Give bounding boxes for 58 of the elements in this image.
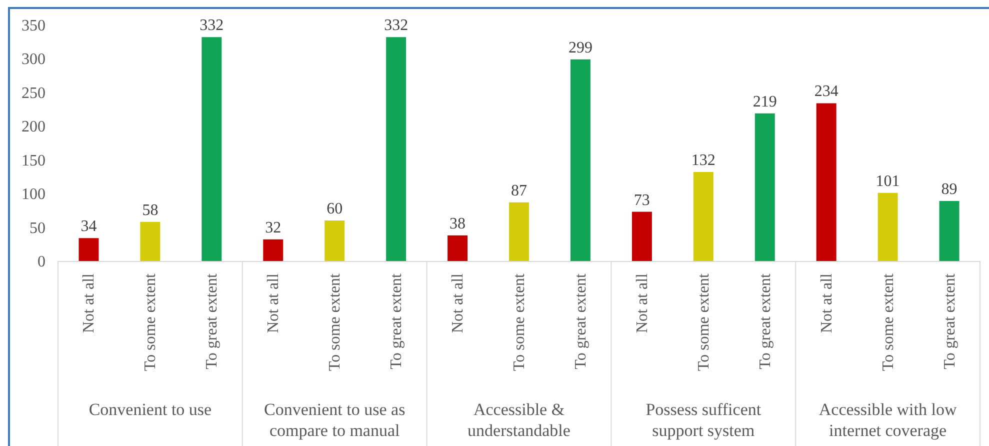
y-tick-label: 0 — [38, 254, 46, 270]
bar — [570, 59, 590, 261]
bar — [939, 200, 960, 261]
data-label: 32 — [265, 219, 282, 236]
x-tick-label: Not at all — [80, 272, 98, 334]
x-tick-label: Not at all — [818, 272, 836, 334]
x-tick-label: Not at all — [450, 272, 467, 334]
data-label: 219 — [752, 93, 777, 110]
x-tick-label: To some extent — [142, 272, 160, 372]
data-label: 101 — [876, 172, 900, 190]
text: Accessible & understandable — [468, 400, 570, 440]
text: Convenient to use — [88, 400, 212, 419]
data-label: 299 — [568, 39, 592, 56]
y-tick-label: 50 — [30, 220, 46, 237]
bar — [202, 37, 222, 261]
data-label: 332 — [384, 17, 408, 34]
x-tick-label: To great extent — [572, 272, 590, 370]
bar — [263, 239, 284, 261]
y-tick-label: 300 — [22, 51, 46, 68]
text: Accessible with low internet coverage — [818, 400, 958, 440]
data-label: 132 — [691, 152, 716, 169]
bar — [386, 37, 406, 261]
data-label: 234 — [814, 83, 838, 100]
bar — [632, 212, 652, 261]
x-tick-label: To some extent — [511, 272, 528, 372]
y-tick-label: 250 — [22, 84, 46, 102]
bar — [324, 220, 345, 261]
x-tick-label: Not at all — [265, 272, 282, 334]
x-tick-label: To great extent — [941, 272, 958, 370]
bar — [140, 222, 160, 261]
y-tick-label: 350 — [22, 18, 46, 34]
x-tick-label: To great extent — [388, 272, 406, 370]
x-tick-label: To great extent — [756, 272, 774, 370]
data-label: 87 — [511, 182, 527, 200]
data-label: 38 — [450, 215, 466, 232]
y-tick-label: 200 — [22, 118, 46, 136]
data-label: 60 — [326, 200, 343, 218]
x-tick-label: To great extent — [204, 272, 221, 370]
bar — [816, 103, 836, 261]
data-label: 73 — [634, 192, 650, 209]
data-label: 58 — [142, 202, 158, 219]
data-label: 332 — [200, 17, 224, 34]
y-tick-label: 100 — [22, 186, 46, 204]
x-tick-label: To some extent — [695, 272, 712, 372]
bar — [693, 172, 714, 261]
text: Possess sufficent support system — [646, 400, 762, 440]
bar — [878, 192, 898, 261]
data-label: 34 — [80, 218, 97, 236]
x-tick-label: To some extent — [880, 272, 897, 372]
bar — [754, 113, 775, 261]
data-label: 89 — [941, 180, 958, 198]
x-tick-label: Not at all — [634, 272, 651, 334]
x-tick-label: To some extent — [326, 272, 344, 372]
bar — [448, 235, 468, 261]
text: Convenient to use as compare to manual — [264, 400, 406, 440]
y-tick-label: 150 — [22, 152, 46, 170]
bar — [78, 238, 99, 261]
bar — [509, 202, 529, 261]
